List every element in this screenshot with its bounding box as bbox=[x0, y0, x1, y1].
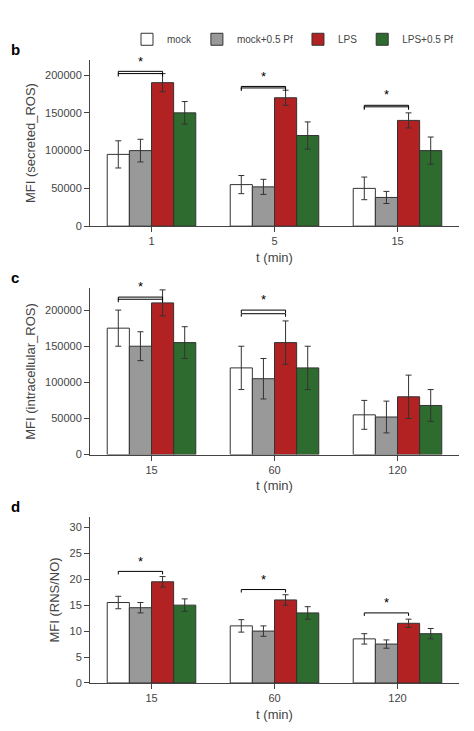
svg-text:t (min): t (min) bbox=[256, 707, 293, 722]
svg-text:200000: 200000 bbox=[45, 69, 82, 81]
svg-text:25: 25 bbox=[70, 547, 82, 559]
svg-text:120: 120 bbox=[388, 464, 406, 476]
svg-text:15: 15 bbox=[145, 464, 157, 476]
svg-text:30: 30 bbox=[70, 521, 82, 533]
svg-text:0: 0 bbox=[76, 220, 82, 232]
svg-text:MFI (RNS/NO): MFI (RNS/NO) bbox=[47, 557, 62, 642]
svg-text:60: 60 bbox=[268, 692, 280, 704]
svg-text:20: 20 bbox=[70, 573, 82, 585]
svg-text:1: 1 bbox=[148, 235, 154, 247]
svg-text:5: 5 bbox=[76, 651, 82, 663]
svg-text:10: 10 bbox=[70, 625, 82, 637]
svg-text:c: c bbox=[11, 269, 19, 286]
svg-text:0: 0 bbox=[76, 448, 82, 460]
svg-text:*: * bbox=[261, 69, 266, 84]
svg-text:b: b bbox=[11, 41, 20, 58]
svg-text:*: * bbox=[261, 572, 266, 587]
svg-text:mock+0.5 Pf: mock+0.5 Pf bbox=[237, 34, 293, 45]
svg-text:120: 120 bbox=[388, 692, 406, 704]
svg-text:*: * bbox=[384, 595, 389, 610]
svg-text:LPS: LPS bbox=[338, 34, 357, 45]
svg-text:*: * bbox=[261, 292, 266, 307]
svg-text:15: 15 bbox=[70, 599, 82, 611]
svg-text:d: d bbox=[11, 498, 20, 515]
svg-text:*: * bbox=[138, 279, 143, 294]
svg-text:100000: 100000 bbox=[45, 376, 82, 388]
svg-text:100000: 100000 bbox=[45, 144, 82, 156]
svg-text:LPS+0.5 Pf: LPS+0.5 Pf bbox=[402, 34, 453, 45]
svg-text:MFI (secreted_ROS): MFI (secreted_ROS) bbox=[23, 83, 38, 203]
svg-text:*: * bbox=[384, 87, 389, 102]
svg-text:60: 60 bbox=[268, 464, 280, 476]
svg-text:150000: 150000 bbox=[45, 340, 82, 352]
svg-text:5: 5 bbox=[271, 235, 277, 247]
svg-text:t (min): t (min) bbox=[256, 250, 293, 265]
svg-text:200000: 200000 bbox=[45, 304, 82, 316]
svg-text:50000: 50000 bbox=[51, 412, 82, 424]
svg-text:50000: 50000 bbox=[51, 182, 82, 194]
svg-text:t (min): t (min) bbox=[256, 478, 293, 493]
svg-text:mock: mock bbox=[167, 34, 192, 45]
svg-text:15: 15 bbox=[391, 235, 403, 247]
svg-text:0: 0 bbox=[76, 677, 82, 689]
svg-text:150000: 150000 bbox=[45, 107, 82, 119]
svg-text:15: 15 bbox=[145, 692, 157, 704]
svg-text:*: * bbox=[138, 54, 143, 69]
svg-text:*: * bbox=[138, 554, 143, 569]
svg-text:MFI (intracellular_ROS): MFI (intracellular_ROS) bbox=[23, 303, 38, 440]
